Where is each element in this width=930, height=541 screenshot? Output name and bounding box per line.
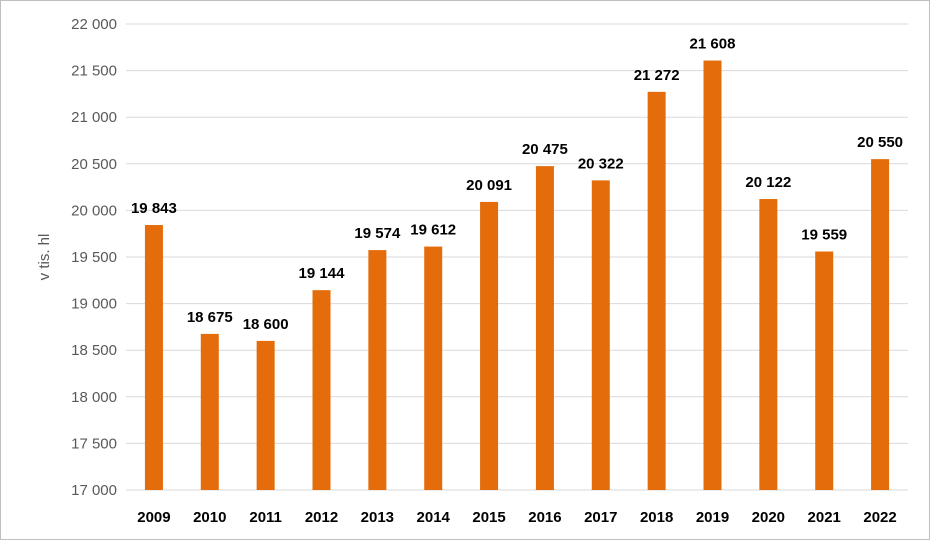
y-axis-ticks: 17 000 17 500 18 000 18 500 19 000 19 500 20 0… (71, 16, 117, 499)
data-label-2018: 21 272 (634, 67, 680, 84)
data-label-2013: 19 574 (354, 225, 401, 242)
x-tick-label: 2022 (863, 509, 896, 526)
y-tick-label: 22 000 (71, 16, 117, 33)
data-labels: 19 843 18 675 18 600 19 144 19 574 19 612 20 0… (131, 36, 903, 333)
bar-2012 (312, 290, 331, 490)
bars (144, 60, 890, 491)
y-tick-label: 20 000 (71, 202, 117, 219)
data-label-2022: 20 550 (857, 134, 903, 151)
bar-2018 (647, 91, 666, 490)
y-tick-label: 18 000 (71, 389, 117, 406)
x-tick-label: 2020 (752, 509, 785, 526)
y-tick-label: 21 000 (71, 109, 117, 126)
x-tick-label: 2017 (584, 509, 617, 526)
y-tick-label: 17 000 (71, 482, 117, 499)
bar-2020 (759, 199, 778, 490)
y-tick-label: 21 500 (71, 63, 117, 80)
data-label-2014: 19 612 (410, 222, 456, 239)
x-tick-label: 2019 (696, 509, 729, 526)
x-tick-label: 2016 (528, 509, 561, 526)
bar-2015 (480, 201, 499, 490)
x-tick-label: 2018 (640, 509, 673, 526)
bar-2013 (368, 250, 387, 490)
data-label-2021: 19 559 (801, 227, 847, 244)
x-tick-label: 2012 (305, 509, 338, 526)
data-label-2012: 19 144 (299, 265, 346, 282)
x-tick-label: 2021 (808, 509, 841, 526)
x-tick-label: 2014 (417, 509, 451, 526)
data-label-2017: 20 322 (578, 155, 624, 172)
y-tick-label: 18 500 (71, 342, 117, 359)
x-tick-label: 2013 (361, 509, 394, 526)
data-label-2015: 20 091 (466, 177, 512, 194)
y-tick-label: 20 500 (71, 156, 117, 173)
data-label-2009: 19 843 (131, 200, 177, 217)
x-tick-label: 2009 (137, 509, 170, 526)
bar-2011 (256, 340, 275, 490)
y-tick-label: 19 000 (71, 296, 117, 313)
y-tick-label: 17 500 (71, 435, 117, 452)
bar-2016 (535, 166, 554, 490)
bar-2021 (815, 251, 834, 490)
data-label-2020: 20 122 (745, 174, 791, 191)
x-tick-label: 2015 (472, 509, 505, 526)
x-tick-label: 2010 (193, 509, 226, 526)
bar-2019 (703, 60, 722, 491)
data-label-2011: 18 600 (243, 316, 289, 333)
bar-2009 (144, 225, 163, 490)
x-tick-label: 2011 (249, 509, 282, 526)
bar-2014 (424, 246, 443, 490)
data-label-2010: 18 675 (187, 309, 233, 326)
data-label-2019: 21 608 (690, 36, 736, 53)
bar-2017 (591, 180, 610, 491)
bar-2010 (200, 333, 219, 490)
x-axis-ticks: 2009 2010 2011 2012 2013 2014 2015 2016 2017 2018… (137, 509, 897, 526)
data-label-2016: 20 475 (522, 141, 568, 158)
bar-2022 (871, 159, 890, 490)
y-axis-label: v tis. hl (36, 234, 53, 281)
gridlines (126, 23, 908, 491)
y-tick-label: 19 500 (71, 249, 117, 266)
